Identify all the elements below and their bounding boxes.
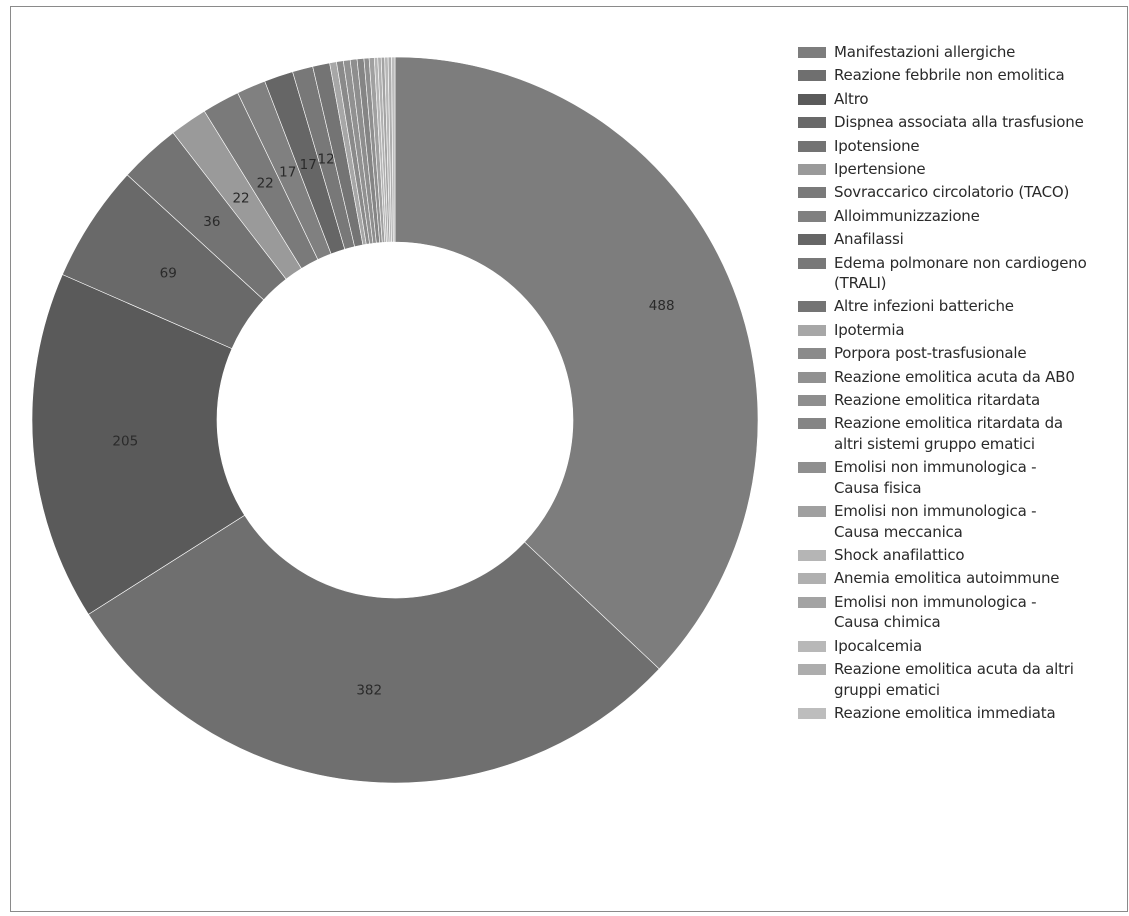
legend-swatch xyxy=(798,210,826,222)
legend-swatch xyxy=(798,573,826,585)
legend-label: Reazione febbrile non emolitica xyxy=(834,66,1065,85)
slice-data-label: 382 xyxy=(356,682,382,698)
legend-swatch xyxy=(798,394,826,406)
chart-legend: Manifestazioni allergiche Reazione febbri… xyxy=(798,42,1118,726)
legend-label: Reazione emolitica acuta da altri gruppi… xyxy=(834,660,1074,699)
legend-label: Altro xyxy=(834,89,869,108)
legend-label: Edema polmonare non cardiogeno (TRALI) xyxy=(834,253,1087,293)
slice-data-label: 205 xyxy=(112,434,138,450)
legend-label: Emolisi non immunologica - Causa fisica xyxy=(834,458,1037,497)
legend-swatch xyxy=(798,550,826,562)
slice-data-label: 488 xyxy=(649,298,675,314)
legend-item: Edema polmonare non cardiogeno (TRALI) xyxy=(798,253,1118,294)
legend-swatch xyxy=(798,707,826,719)
legend-label: Porpora post-trasfusionale xyxy=(834,344,1027,363)
legend-swatch xyxy=(798,596,826,608)
legend-item: Altre infezioni batteriche xyxy=(798,296,1118,317)
legend-swatch xyxy=(798,257,826,269)
legend-item: Ipertensione xyxy=(798,159,1118,180)
legend-item: Emolisi non immunologica - Causa meccani… xyxy=(798,501,1118,542)
legend-label: Alloimmunizzazione xyxy=(834,206,980,225)
legend-swatch xyxy=(798,324,826,336)
slice-data-label: 17 xyxy=(300,157,317,173)
legend-item: Sovraccarico circolatorio (TACO) xyxy=(798,182,1118,203)
legend-swatch xyxy=(798,506,826,518)
legend-item: Reazione emolitica immediata xyxy=(798,703,1118,724)
legend-item: Shock anafilattico xyxy=(798,545,1118,566)
legend-label: Ipertensione xyxy=(834,159,926,178)
legend-item: Anafilassi xyxy=(798,229,1118,250)
legend-label: Emolisi non immunologica - Causa chimica xyxy=(834,592,1037,632)
legend-label: Ipotermia xyxy=(834,320,905,339)
legend-label: Sovraccarico circolatorio (TACO) xyxy=(834,183,1070,202)
legend-label: Anemia emolitica autoimmune xyxy=(834,569,1060,588)
legend-label: Reazione emolitica ritardata xyxy=(834,390,1040,409)
slice-data-label: 17 xyxy=(279,165,296,181)
legend-label: Reazione emolitica ritardata da altri si… xyxy=(834,414,1063,453)
donut-slice xyxy=(87,514,660,784)
legend-swatch xyxy=(798,418,826,430)
legend-swatch xyxy=(798,117,826,129)
donut-slice xyxy=(31,274,246,615)
legend-swatch xyxy=(798,163,826,175)
legend-item: Emolisi non immunologica - Causa fisica xyxy=(798,457,1118,498)
donut-slice xyxy=(394,56,759,670)
legend-item: Manifestazioni allergiche xyxy=(798,42,1118,63)
legend-item: Ipotermia xyxy=(798,320,1118,341)
legend-swatch xyxy=(798,348,826,360)
legend-swatch xyxy=(798,371,826,383)
slice-data-label: 69 xyxy=(160,265,177,281)
legend-label: Shock anafilattico xyxy=(834,546,965,565)
slice-data-label: 36 xyxy=(203,214,220,230)
donut-slice xyxy=(391,56,396,243)
legend-swatch xyxy=(798,234,826,246)
legend-swatch xyxy=(798,640,826,652)
legend-item: Reazione emolitica acuta da AB0 xyxy=(798,367,1118,388)
legend-item: Anemia emolitica autoimmune xyxy=(798,568,1118,589)
legend-label: Anafilassi xyxy=(834,230,904,249)
legend-item: Reazione emolitica acuta da altri gruppi… xyxy=(798,659,1118,700)
legend-swatch xyxy=(798,301,826,313)
legend-label: Reazione emolitica acuta da AB0 xyxy=(834,367,1075,386)
legend-label: Ipotensione xyxy=(834,136,920,155)
legend-label: Manifestazioni allergiche xyxy=(834,43,1016,61)
legend-swatch xyxy=(798,664,826,676)
legend-item: Porpora post-trasfusionale xyxy=(798,343,1118,364)
legend-swatch xyxy=(798,47,826,58)
legend-label: Emolisi non immunologica - Causa meccani… xyxy=(834,502,1037,541)
legend-label: Dispnea associata alla trasfusione xyxy=(834,113,1084,132)
slice-data-label: 22 xyxy=(232,191,249,207)
legend-item: Ipocalcemia xyxy=(798,636,1118,657)
slice-data-label: 22 xyxy=(257,176,274,192)
legend-item: Reazione emolitica ritardata da altri si… xyxy=(798,413,1118,454)
legend-label: Ipocalcemia xyxy=(834,636,922,655)
legend-item: Reazione febbrile non emolitica xyxy=(798,65,1118,86)
legend-item: Reazione emolitica ritardata xyxy=(798,390,1118,411)
legend-item: Altro xyxy=(798,89,1118,110)
legend-label: Reazione emolitica immediata xyxy=(834,703,1056,722)
legend-label: Altre infezioni batteriche xyxy=(834,297,1014,316)
legend-item: Ipotensione xyxy=(798,136,1118,157)
legend-swatch xyxy=(798,140,826,152)
legend-swatch xyxy=(798,70,826,82)
legend-item: Dispnea associata alla trasfusione xyxy=(798,112,1118,133)
legend-swatch xyxy=(798,462,826,474)
legend-swatch xyxy=(798,93,826,105)
slice-data-label: 12 xyxy=(318,151,335,167)
legend-swatch xyxy=(798,187,826,199)
legend-item: Emolisi non immunologica - Causa chimica xyxy=(798,592,1118,633)
legend-item: Alloimmunizzazione xyxy=(798,206,1118,227)
